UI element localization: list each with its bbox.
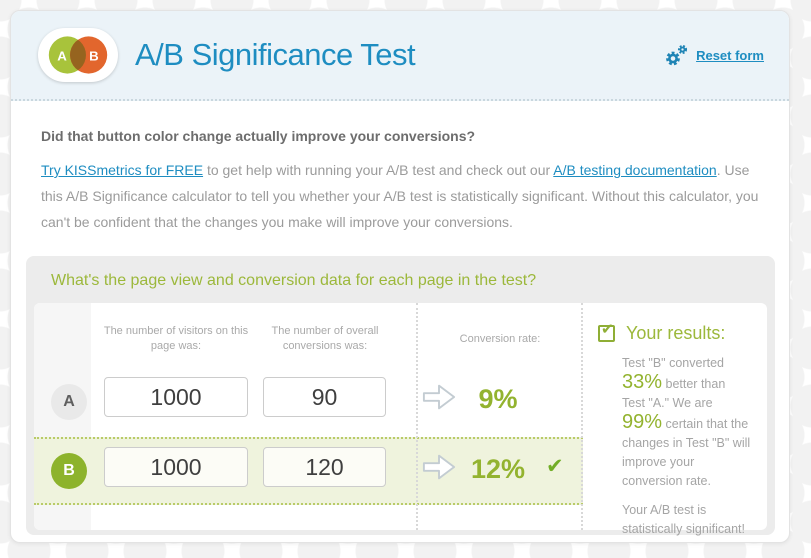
column-divider-1 (416, 303, 418, 530)
results-heading-row: ✔ Your results: (598, 321, 751, 344)
results-panel: ✔ Your results: Test "B" converted 33% b… (583, 303, 767, 536)
checkbox-check-glyph: ✔ (601, 321, 614, 338)
significance-note: Your A/B test is statistically significa… (622, 503, 745, 536)
checked-checkbox-icon: ✔ (598, 321, 615, 342)
calculator-table: The number of visitors on this page was:… (34, 303, 767, 536)
logo-letter-b: B (89, 48, 99, 63)
winner-check-icon: ✔ (546, 455, 564, 478)
intro-paragraph: Try KISSmetrics for FREE to get help wit… (41, 157, 763, 235)
ab-testing-docs-link[interactable]: A/B testing documentation (553, 162, 717, 178)
row-a-conversions-input[interactable] (263, 377, 386, 417)
logo-letter-a: A (57, 48, 67, 63)
visitors-column-header: The number of visitors on this page was: (103, 325, 249, 352)
results-part-2: better than Test "A." We are (622, 377, 726, 410)
certainty-stat: 99% (622, 411, 663, 433)
calculator-heading: What's the page view and conversion data… (51, 272, 537, 289)
row-a-visitors-input[interactable] (104, 377, 248, 417)
ab-logo-icon: A B (38, 28, 118, 82)
conversion-rate-column-header: Conversion rate: (459, 333, 541, 345)
page-title: A/B Significance Test (135, 37, 416, 72)
header: A B A/B Significance Test Reset form (11, 11, 789, 101)
results-heading: Your results: (626, 323, 726, 343)
intro-question: Did that button color change actually im… (41, 128, 476, 144)
row-b-conversions-input[interactable] (263, 447, 386, 487)
intro-text-1: to get help with running your A/B test a… (203, 162, 554, 178)
conversions-column-header: The number of overall conversions was: (271, 325, 379, 352)
kissmetrics-free-link[interactable]: Try KISSmetrics for FREE (41, 162, 204, 178)
results-part-3: certain that the changes in Test "B" wil… (622, 417, 751, 488)
row-b-visitors-input[interactable] (104, 447, 248, 487)
results-summary: Test "B" converted 33% better than Test … (622, 354, 751, 491)
row-b-arrow-icon (422, 454, 456, 480)
reset-form[interactable]: Reset form (664, 44, 764, 67)
reset-form-link[interactable]: Reset form (696, 47, 764, 63)
intro-text-2: . Use this A/B Significance calculator t… (41, 162, 759, 230)
intro-section: Did that button color change actually im… (11, 101, 789, 235)
column-divider-2 (581, 303, 583, 530)
row-b-badge: B (51, 453, 87, 489)
results-part-1: Test "B" converted (622, 356, 724, 370)
row-a-badge: A (51, 384, 87, 420)
gears-icon (666, 44, 688, 65)
improvement-stat: 33% (622, 371, 663, 393)
row-a-conversion-rate: 9% (478, 384, 518, 414)
ab-logo-circles: A B (48, 36, 108, 74)
calculator-section: What's the page view and conversion data… (26, 256, 775, 536)
row-b-conversion-rate: 12% (470, 454, 526, 484)
row-a-arrow-icon (422, 384, 456, 410)
ab-test-card: A B A/B Significance Test Reset form Did… (10, 10, 790, 543)
